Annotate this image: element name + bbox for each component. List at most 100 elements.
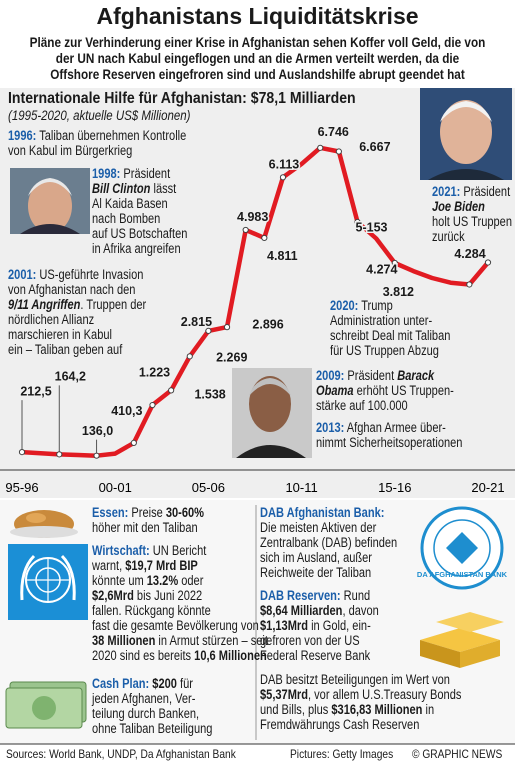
annotation: 1996: Taliban übernehmen Kontrolle von K… bbox=[8, 128, 186, 158]
data-label: 1.538 bbox=[194, 388, 225, 402]
annotation: 1998: Präsident Bill Clinton lässt Al Ka… bbox=[92, 166, 187, 256]
text-run: 2020: bbox=[330, 298, 359, 313]
text-run: erhöht US Truppen- stärke auf 100.000 bbox=[316, 383, 454, 413]
data-point bbox=[484, 259, 492, 266]
data-point bbox=[261, 234, 268, 242]
text-run: 1996: bbox=[8, 128, 37, 143]
data-point bbox=[391, 259, 398, 267]
chart-title: Internationale Hilfe für Afghanistan: $7… bbox=[8, 90, 356, 107]
data-point bbox=[130, 439, 137, 446]
text-run: Essen: bbox=[92, 505, 129, 520]
icon-gold bbox=[420, 612, 504, 668]
text-run: $8,64 Milliarden bbox=[260, 603, 343, 618]
footer-pictures: Pictures: Getty Images bbox=[290, 747, 394, 761]
text-run: Cash Plan: bbox=[92, 676, 150, 691]
text-run: , vor allem U.S.Treasury Bonds und Bills… bbox=[260, 687, 462, 717]
icon-money bbox=[5, 681, 87, 729]
logo-text: DA AFGHANISTAN BANK bbox=[417, 570, 508, 579]
text-run: DAB besitzt Beteiligungen im Wert von bbox=[260, 672, 450, 687]
text-run: , davon bbox=[342, 603, 379, 618]
title: Afghanistans Liquiditätskrise bbox=[96, 3, 419, 29]
data-point bbox=[205, 327, 212, 335]
text-run: 13.2% bbox=[146, 573, 179, 588]
fact-panel: DAB Afghanistan Bank: Die meisten Aktive… bbox=[260, 505, 397, 580]
data-label: 136,0 bbox=[82, 424, 113, 438]
text-run: Preise bbox=[128, 505, 166, 520]
text-run: $316,83 Millionen bbox=[331, 702, 423, 717]
text-run: in Armut stürzen – seit 2020 sind es ber… bbox=[92, 633, 268, 663]
data-point bbox=[168, 387, 175, 394]
text-run: 1998: bbox=[92, 166, 121, 181]
text-run: Präsident bbox=[123, 166, 171, 181]
data-point bbox=[335, 148, 342, 155]
data-point bbox=[466, 281, 473, 288]
icon-bank-logo: DA AFGHANISTAN BANK bbox=[417, 506, 508, 590]
text-run: 2001: bbox=[8, 267, 37, 282]
annotation: 2009: Präsident Barack Obama erhöht US T… bbox=[316, 368, 454, 413]
footer-sources: Sources: World Bank, UNDP, Da Afghanista… bbox=[6, 747, 236, 761]
text-run: $2,6Mrd bbox=[92, 588, 134, 603]
data-point bbox=[279, 174, 287, 181]
text-run: lässt Al Kaida Basen nach Bomben auf US … bbox=[92, 181, 188, 256]
text-run: oder bbox=[181, 573, 204, 588]
text-run: Afghan Armee über- nimmt Sicherheitsoper… bbox=[316, 420, 463, 450]
text-run: . Truppen der nördlichen Allianz marschi… bbox=[8, 297, 147, 357]
data-label: 4.274 bbox=[366, 262, 397, 276]
data-point bbox=[186, 353, 193, 360]
text-run: Präsident bbox=[344, 368, 398, 383]
photo-biden bbox=[420, 88, 512, 180]
data-label: 6.667 bbox=[359, 140, 390, 154]
text-run: $5,37Mrd bbox=[260, 687, 308, 702]
text-run: $1,13Mrd bbox=[260, 618, 308, 633]
data-label: 212,5 bbox=[20, 384, 51, 398]
x-tick-label: 05-06 bbox=[192, 480, 225, 495]
annotation: 2001: US-geführte Invasion von Afghanist… bbox=[8, 267, 146, 357]
footer-credit: © GRAPHIC NEWS bbox=[412, 747, 503, 761]
text-run: höher mit den Taliban bbox=[92, 520, 198, 535]
photo-obama bbox=[232, 368, 312, 458]
text-run: 2009: bbox=[316, 368, 345, 383]
data-point bbox=[354, 218, 361, 226]
data-label: 4.284 bbox=[454, 247, 485, 261]
x-tick-label: 00-01 bbox=[99, 480, 132, 495]
annotation: 2021: Präsident Joe Biden holt US Truppe… bbox=[432, 184, 512, 244]
data-point bbox=[93, 452, 100, 459]
text-run: $19,7 Mrd BIP bbox=[125, 558, 198, 573]
data-label: 2.815 bbox=[181, 315, 212, 329]
x-tick-label: 10-11 bbox=[285, 480, 317, 495]
fact-panel: DAB Reserven: Rund $8,64 Milliarden, dav… bbox=[260, 588, 379, 663]
text-run: Taliban übernehmen Kontrolle von Kabul i… bbox=[8, 128, 187, 158]
data-label: 5-153 bbox=[356, 220, 388, 234]
subtitle: Pläne zur Verhinderung einer Krise in Af… bbox=[29, 34, 486, 82]
data-label: 164,2 bbox=[55, 370, 86, 384]
data-point bbox=[317, 144, 324, 151]
text-run: könnte um bbox=[92, 573, 144, 588]
x-tick-label: 95-96 bbox=[5, 480, 38, 495]
text-run: DAB Afghanistan Bank: bbox=[260, 505, 385, 520]
data-point bbox=[242, 226, 249, 234]
data-label: 4.983 bbox=[237, 210, 268, 224]
data-label: 2.269 bbox=[216, 351, 247, 365]
text-run: UN Bericht warnt, bbox=[92, 543, 207, 573]
x-tick-label: 15-16 bbox=[378, 480, 411, 495]
data-label: 6.746 bbox=[318, 125, 349, 139]
data-line bbox=[19, 145, 491, 458]
text-run: Joe Biden bbox=[432, 199, 485, 214]
data-label: 4.811 bbox=[267, 249, 298, 263]
fact-panel: Cash Plan: $200 für jeden Afghanen, Ver-… bbox=[92, 676, 212, 736]
data-point bbox=[149, 401, 156, 409]
fact-panel: Wirtschaft: UN Bericht warnt, $19,7 Mrd … bbox=[92, 543, 268, 663]
annotation: 2020: Trump Administration unter- schrei… bbox=[330, 298, 450, 358]
text-run: Trump Administration unter- schreibt Dea… bbox=[330, 298, 451, 358]
text-run: Wirtschaft: bbox=[92, 543, 150, 558]
text-run: Barack Obama bbox=[316, 368, 435, 398]
text-run: in Gold, ein- gefroren von der US Federa… bbox=[260, 618, 371, 663]
plot: 95-96 00-01 05-06 10-11 15-16 20-21 212,5 164,2… bbox=[0, 124, 515, 495]
text-run: Die meisten Aktiven der Zentralbank (DAB… bbox=[260, 520, 398, 580]
text-run: 10,6 Millionen bbox=[194, 648, 267, 663]
text-run: US-geführte Invasion von Afghanistan nac… bbox=[8, 267, 144, 297]
text-run: bis Juni 2022 fallen. Rückgang könnte fa… bbox=[92, 588, 259, 633]
data-point bbox=[56, 451, 63, 458]
